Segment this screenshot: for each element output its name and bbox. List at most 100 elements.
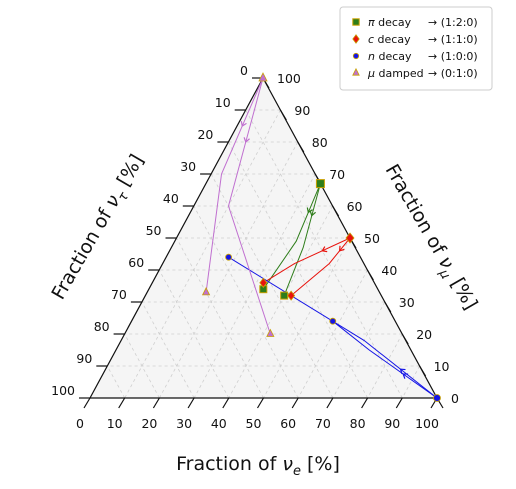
trajectory-lines	[205, 77, 438, 399]
bottom-axis-tick	[152, 397, 160, 409]
bottom-tick-label: 50	[246, 416, 262, 431]
bottom-axis-tick	[118, 397, 126, 409]
pi-legend-label: π decay	[368, 16, 412, 29]
bottom-tick-label: 80	[350, 416, 366, 431]
pi-direction-arrow	[306, 207, 313, 214]
c-trajectory-line	[263, 237, 351, 284]
right-tick-label: 40	[381, 263, 397, 278]
legend-entries: π decay → (1:2:0) c decay → (1:1:0) n decay →…	[352, 16, 478, 80]
bottom-tick-label: 60	[280, 416, 296, 431]
bottom-tick-label: 100	[415, 416, 439, 431]
bottom-tick-label: 70	[315, 416, 331, 431]
n-trajectory-line	[228, 256, 438, 399]
right-tick-label: 100	[277, 71, 301, 86]
bottom-axis-tick	[361, 397, 369, 409]
grid-lines	[106, 109, 420, 399]
c-legend-marker	[352, 34, 360, 44]
grid-line-tau	[124, 333, 160, 399]
data-markers	[201, 72, 441, 402]
left-tick-label: 0	[240, 63, 248, 78]
bottom-tick-label: 0	[76, 416, 84, 431]
left-tick-label: 30	[180, 159, 196, 174]
mu-direction-arrow	[243, 137, 250, 144]
grid-line-tau	[141, 301, 195, 399]
bottom-axis-tick	[187, 397, 195, 409]
left-tick-label: 40	[163, 191, 179, 206]
mu-marker	[201, 287, 211, 296]
right-axis-tick	[401, 333, 409, 345]
left-tick-label: 90	[76, 351, 92, 366]
bottom-axis-title: Fraction of νe [%]	[176, 453, 340, 479]
c-legend-ratio: → (1:1:0)	[428, 33, 478, 46]
right-tick-label: 10	[434, 359, 450, 374]
right-tick-label: 30	[399, 295, 415, 310]
axis-ticks: 0 0 0 10 10 10 20 20 20 30 30 30 40 40 40 50 50 50 60 60 60 7…	[51, 63, 459, 431]
right-tick-label: 20	[416, 327, 432, 342]
n-legend-label: n decay	[368, 50, 412, 63]
pi-source-marker	[315, 179, 325, 189]
mu-marker	[266, 328, 275, 337]
right-tick-label: 70	[329, 167, 345, 182]
left-tick-label: 80	[94, 319, 110, 334]
mu-trajectory-line	[205, 77, 264, 293]
grid-line-e	[263, 237, 351, 399]
left-tick-label: 60	[128, 255, 144, 270]
c-trajectory-line	[290, 237, 351, 296]
n-legend-ratio: → (1:0:0)	[428, 50, 478, 63]
right-axis-tick	[279, 109, 287, 121]
bottom-axis-tick	[83, 397, 91, 409]
c-source-marker	[345, 232, 355, 244]
bottom-tick-label: 90	[384, 416, 400, 431]
bottom-axis-tick	[326, 397, 334, 409]
c-marker	[259, 277, 268, 288]
pi-legend-ratio: → (1:2:0)	[428, 16, 478, 29]
bottom-axis-tick	[256, 397, 265, 409]
n-source-marker	[433, 394, 441, 402]
pi-legend-marker	[352, 18, 360, 26]
pi-direction-arrow	[309, 210, 316, 217]
n-marker	[225, 253, 232, 261]
mu-trajectory-line	[227, 77, 271, 335]
bottom-tick-label: 30	[176, 416, 192, 431]
right-axis-tick	[384, 301, 392, 313]
bottom-axis-tick	[395, 397, 403, 409]
grid-line-e	[124, 109, 281, 399]
grid-line-e	[297, 269, 368, 399]
bottom-axis-tick	[222, 397, 230, 409]
mu-direction-arrow	[240, 120, 247, 127]
mu-legend-marker	[352, 67, 360, 76]
bottom-axis-tick	[291, 397, 299, 409]
c-legend-label: c decay	[368, 33, 411, 46]
grid-line-tau	[106, 365, 126, 399]
right-axis-title: Fraction of νμ [%]	[377, 160, 482, 315]
left-tick-label: 70	[111, 287, 127, 302]
mu-legend-ratio: → (0:1:0)	[428, 67, 478, 80]
grid-line-tau	[210, 173, 334, 399]
grid-line-e	[367, 333, 403, 399]
right-axis-tick	[419, 365, 427, 377]
right-axis-tick	[297, 141, 305, 153]
n-legend-marker	[352, 52, 360, 60]
c-direction-arrow	[338, 245, 345, 252]
pi-trajectory-line	[283, 183, 321, 296]
grid-line-tau	[176, 237, 264, 399]
grid-line-e	[401, 365, 420, 399]
c-marker	[287, 290, 296, 301]
left-axis-title: Fraction of ντ [%]	[47, 151, 151, 306]
bottom-tick-label: 20	[141, 416, 157, 431]
legend-box	[339, 6, 493, 91]
pi-trajectory-line	[262, 183, 321, 290]
pi-marker	[280, 291, 289, 300]
mu-source-marker	[258, 72, 268, 82]
left-tick-label: 20	[197, 127, 213, 142]
n-marker	[329, 317, 337, 325]
n-trajectory-line	[332, 320, 438, 399]
bottom-tick-label: 40	[211, 416, 227, 431]
bottom-tick-label: 10	[107, 416, 123, 431]
right-tick-label: 90	[294, 103, 310, 118]
left-tick-label: 50	[146, 223, 162, 238]
right-tick-label: 80	[312, 135, 328, 150]
right-tick-label: 0	[451, 391, 459, 406]
n-direction-arrow	[402, 373, 409, 379]
left-tick-label: 100	[51, 383, 75, 398]
